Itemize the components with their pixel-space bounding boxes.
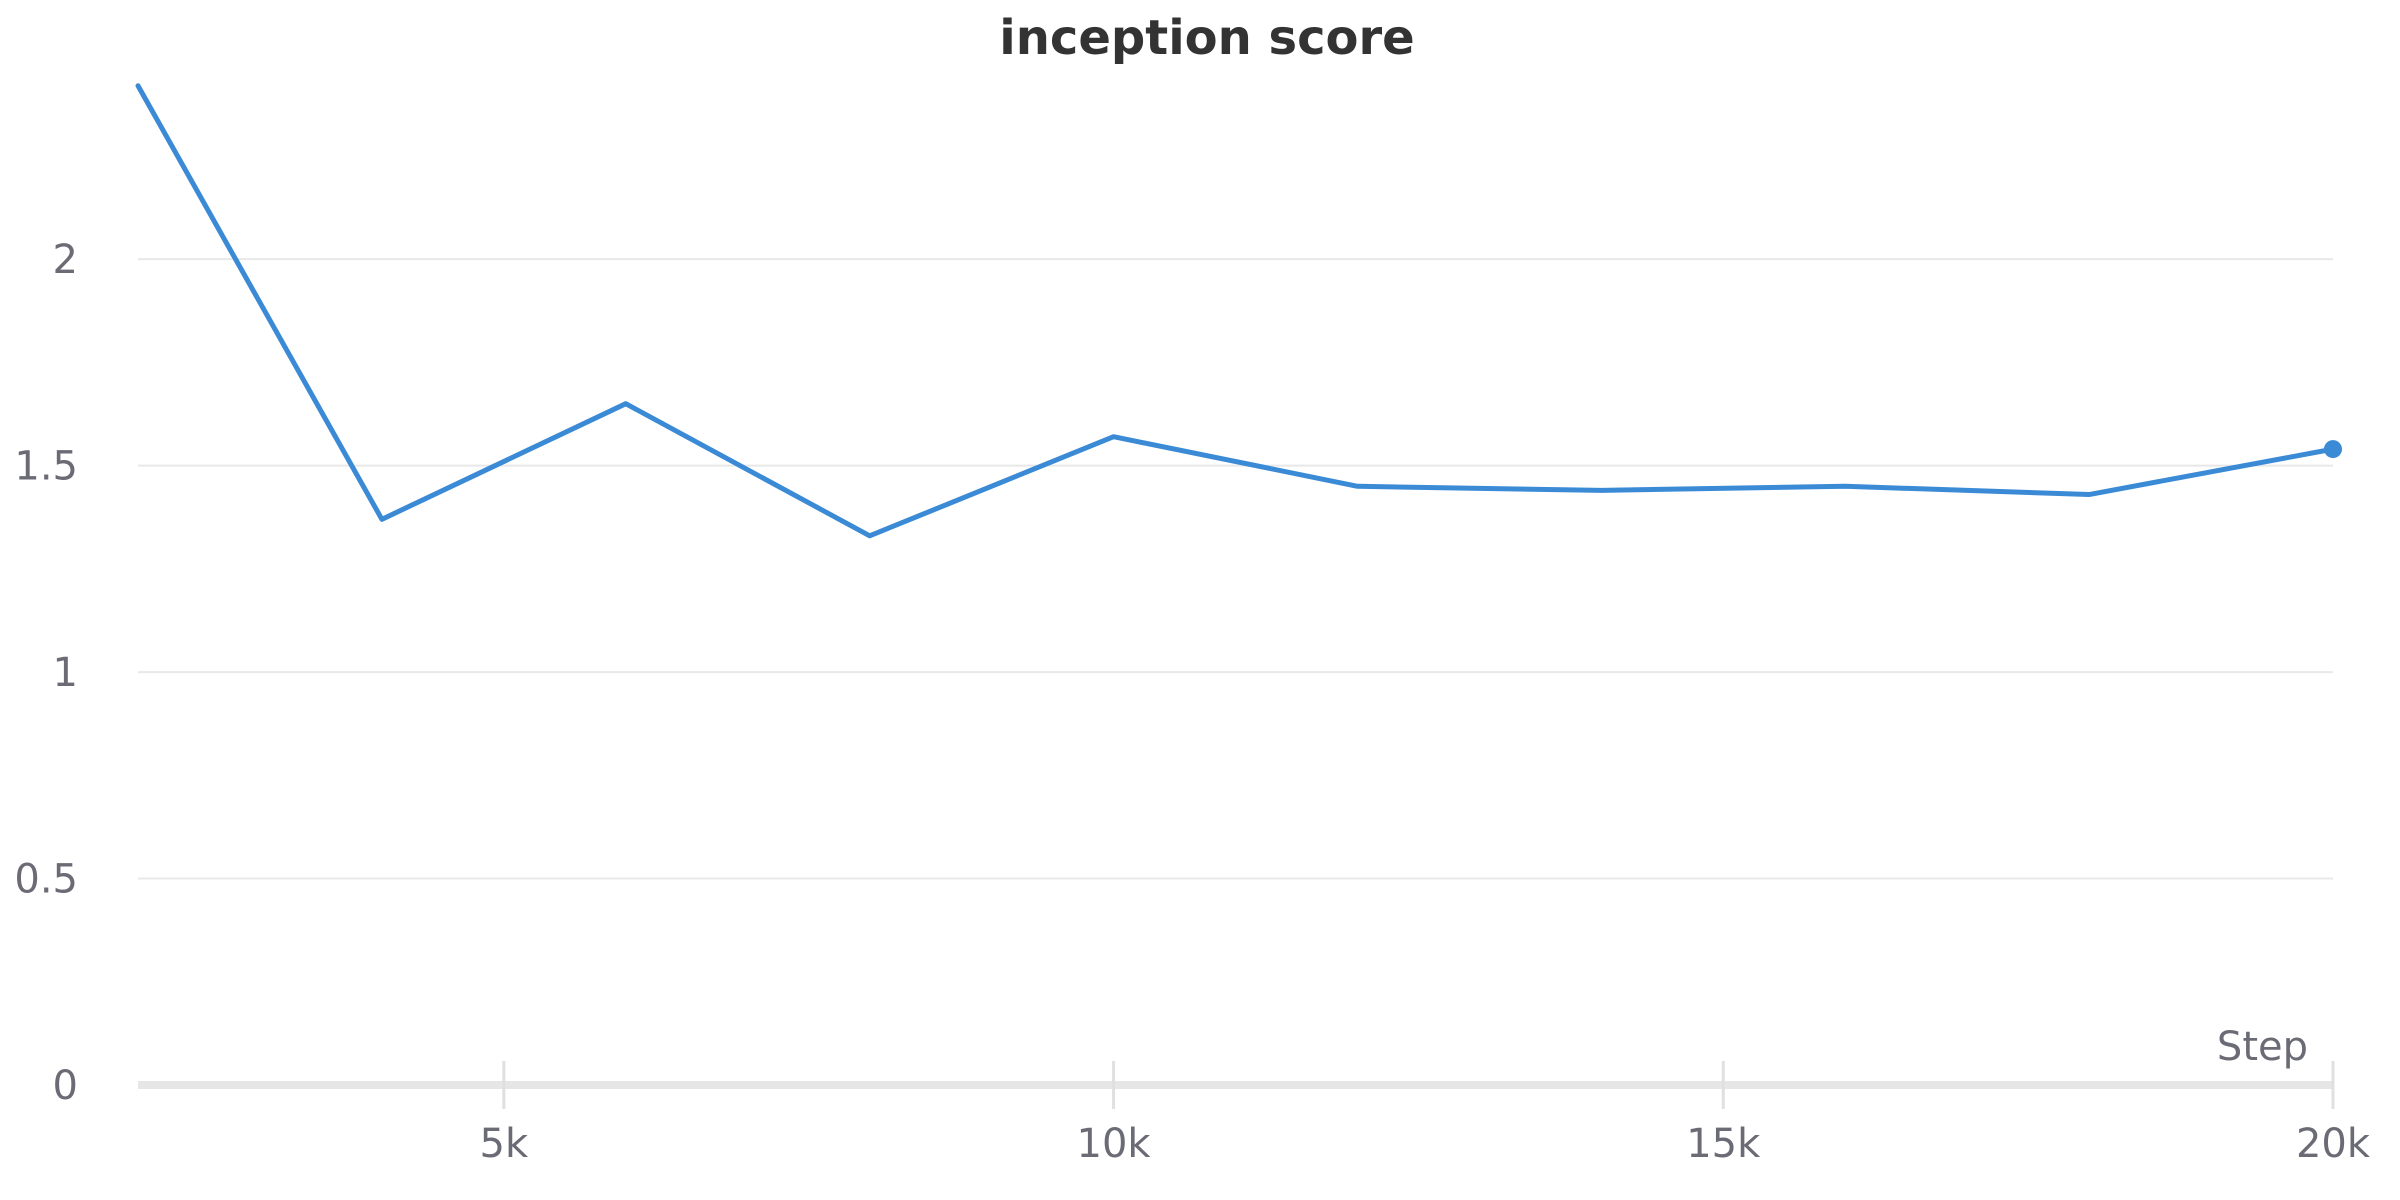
gridlines bbox=[138, 258, 2333, 880]
y-axis-ticks: 0 0.5 1 1.5 2 bbox=[14, 237, 78, 1109]
series-line bbox=[135, 83, 2336, 539]
x-tick-label: 10k bbox=[1077, 1121, 1152, 1167]
series-group bbox=[135, 83, 2342, 539]
y-tick-label: 0.5 bbox=[14, 857, 78, 903]
y-tick-label: 1.5 bbox=[14, 444, 78, 490]
series-end-point bbox=[2324, 440, 2342, 459]
y-tick-label: 2 bbox=[53, 237, 78, 283]
y-tick-label: 0 bbox=[53, 1063, 78, 1109]
x-tick-label: 5k bbox=[480, 1121, 529, 1167]
x-axis-ticks: 5k 10k 15k 20k bbox=[480, 1061, 2371, 1167]
x-axis-label: Step bbox=[2217, 1024, 2308, 1070]
chart-title: inception score bbox=[999, 10, 1414, 66]
x-tick-label: 20k bbox=[2296, 1121, 2371, 1167]
y-tick-label: 1 bbox=[53, 650, 78, 696]
x-tick-label: 15k bbox=[1686, 1121, 1761, 1167]
